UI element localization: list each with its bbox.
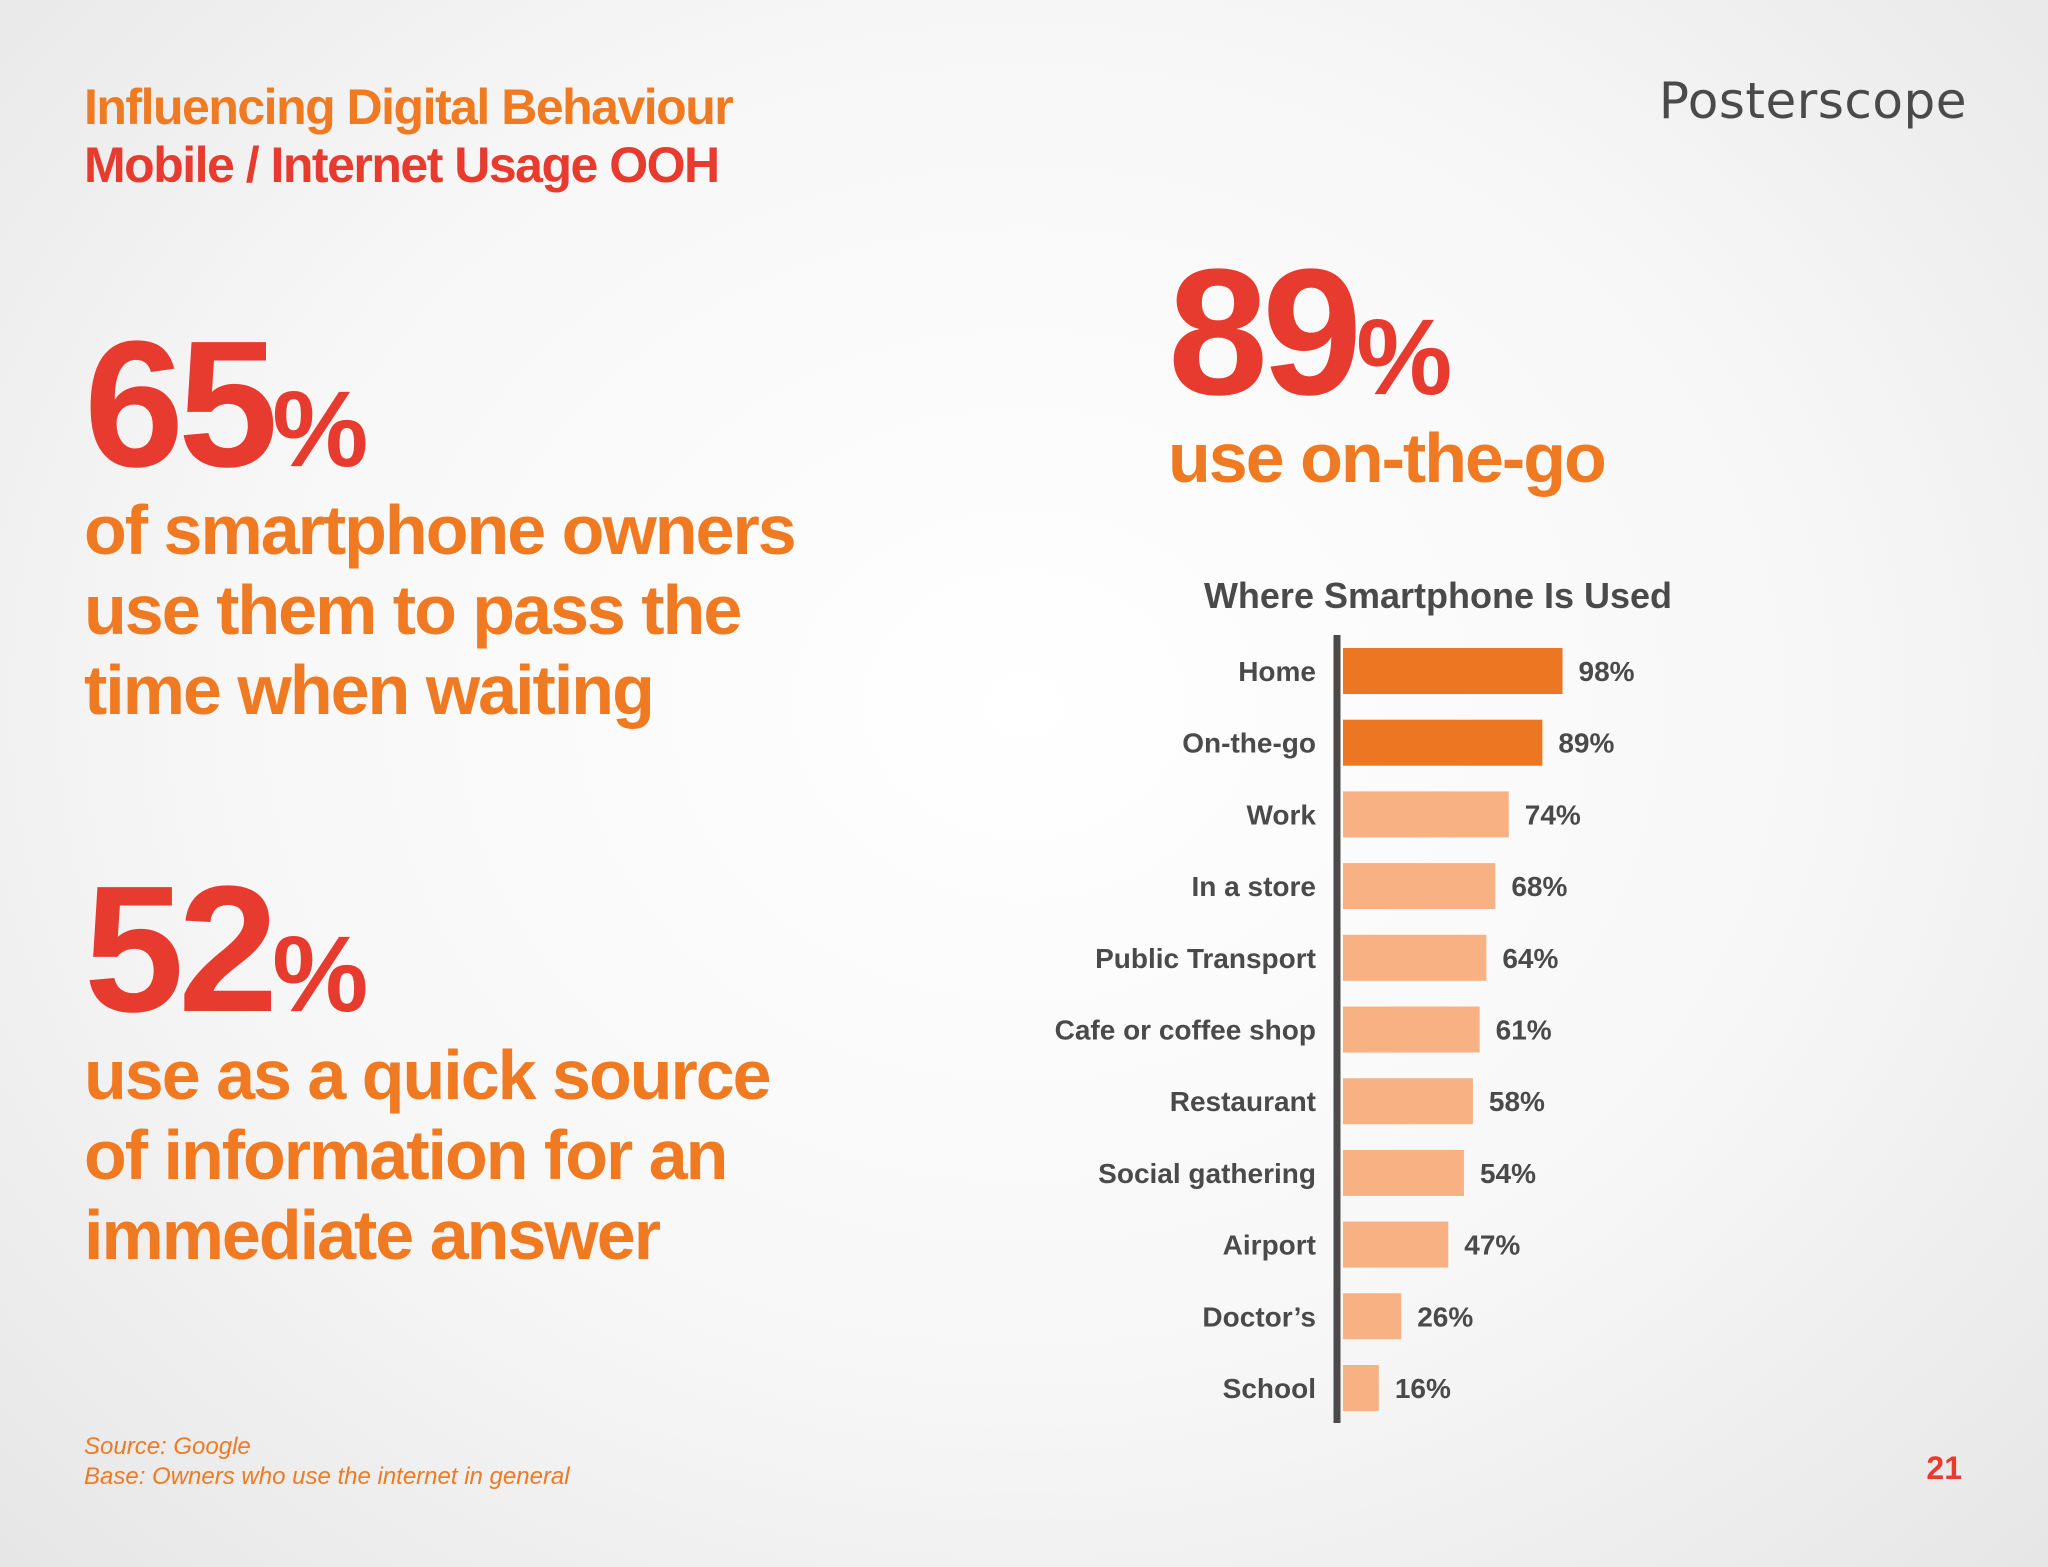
stat-89-value: 89 — [1168, 232, 1362, 433]
bar-on-the-go — [1343, 719, 1543, 766]
stat-65-description: of smartphone owners use them to pass th… — [84, 490, 797, 730]
bar-doctor-s — [1343, 1293, 1402, 1340]
stat-52-percent-sign: % — [272, 913, 368, 1034]
value-label-public-transport: 64% — [1502, 943, 1558, 974]
value-label-in-a-store: 68% — [1511, 871, 1567, 902]
value-label-social-gathering: 54% — [1480, 1158, 1536, 1189]
stat-52-line-2: of information for an — [84, 1116, 728, 1194]
stat-65-percent-sign: % — [272, 368, 368, 489]
category-label-airport: Airport — [1223, 1230, 1316, 1261]
stat-52-number: 52% — [84, 860, 368, 1040]
source-note: Source: Google Base: Owners who use the … — [84, 1432, 570, 1492]
stat-89-number: 89% — [1168, 243, 1452, 423]
bar-work — [1343, 791, 1509, 838]
category-label-in-a-store: In a store — [1192, 871, 1316, 902]
bar-social-gathering — [1343, 1149, 1464, 1196]
page-number: 21 — [1926, 1450, 1962, 1486]
value-label-work: 74% — [1525, 799, 1581, 830]
bar-in-a-store — [1343, 863, 1496, 910]
value-label-airport: 47% — [1464, 1230, 1520, 1261]
category-label-restaurant: Restaurant — [1170, 1086, 1316, 1117]
bar-public-transport — [1343, 934, 1487, 981]
value-label-on-the-go: 89% — [1558, 728, 1614, 759]
base-line: Base: Owners who use the internet in gen… — [84, 1463, 570, 1490]
category-label-doctor-s: Doctor’s — [1202, 1301, 1316, 1332]
value-label-cafe-or-coffee-shop: 61% — [1496, 1015, 1552, 1046]
value-label-doctor-s: 26% — [1417, 1301, 1473, 1332]
category-label-public-transport: Public Transport — [1095, 943, 1316, 974]
value-label-home: 98% — [1579, 656, 1635, 687]
category-label-social-gathering: Social gathering — [1098, 1158, 1316, 1189]
category-label-cafe-or-coffee-shop: Cafe or coffee shop — [1055, 1015, 1316, 1046]
chart-title: Where Smartphone Is Used — [1204, 575, 1672, 616]
stat-89-line-1: use on-the-go — [1168, 419, 1607, 497]
stat-65-line-3: time when waiting — [84, 651, 655, 729]
category-label-work: Work — [1247, 799, 1317, 830]
bar-school — [1343, 1365, 1379, 1411]
stat-52-description: use as a quick source of information for… — [84, 1035, 772, 1275]
value-label-school: 16% — [1395, 1373, 1451, 1404]
category-label-school: School — [1223, 1373, 1316, 1404]
bar-cafe-or-coffee-shop — [1343, 1006, 1480, 1053]
stat-89-percent-sign: % — [1356, 296, 1452, 417]
source-line: Source: Google — [84, 1433, 251, 1460]
title-line-2: Mobile / Internet Usage OOH — [84, 137, 720, 193]
bar-airport — [1343, 1221, 1449, 1268]
stat-89-description: use on-the-go — [1168, 418, 1607, 498]
category-label-home: Home — [1238, 656, 1316, 687]
value-label-restaurant: 58% — [1489, 1086, 1545, 1117]
stat-52-line-3: immediate answer — [84, 1196, 661, 1274]
bar-home — [1343, 648, 1563, 694]
stat-65-value: 65 — [84, 304, 278, 505]
stat-52-line-1: use as a quick source — [84, 1036, 772, 1114]
title-line-1: Influencing Digital Behaviour — [84, 79, 734, 135]
stat-65-line-2: use them to pass the — [84, 571, 742, 649]
stat-65-line-1: of smartphone owners — [84, 491, 797, 569]
category-label-on-the-go: On-the-go — [1182, 728, 1316, 759]
stat-65-number: 65% — [84, 315, 368, 495]
page-title: Influencing Digital Behaviour Mobile / I… — [84, 78, 734, 194]
posterscope-logo: Posterscope — [1658, 72, 1967, 130]
chart-bars: Home 98% On-the-go 89% Work 74% In a store 68% P… — [1055, 648, 1635, 1411]
bar-restaurant — [1343, 1078, 1473, 1125]
stat-52-value: 52 — [84, 849, 278, 1050]
